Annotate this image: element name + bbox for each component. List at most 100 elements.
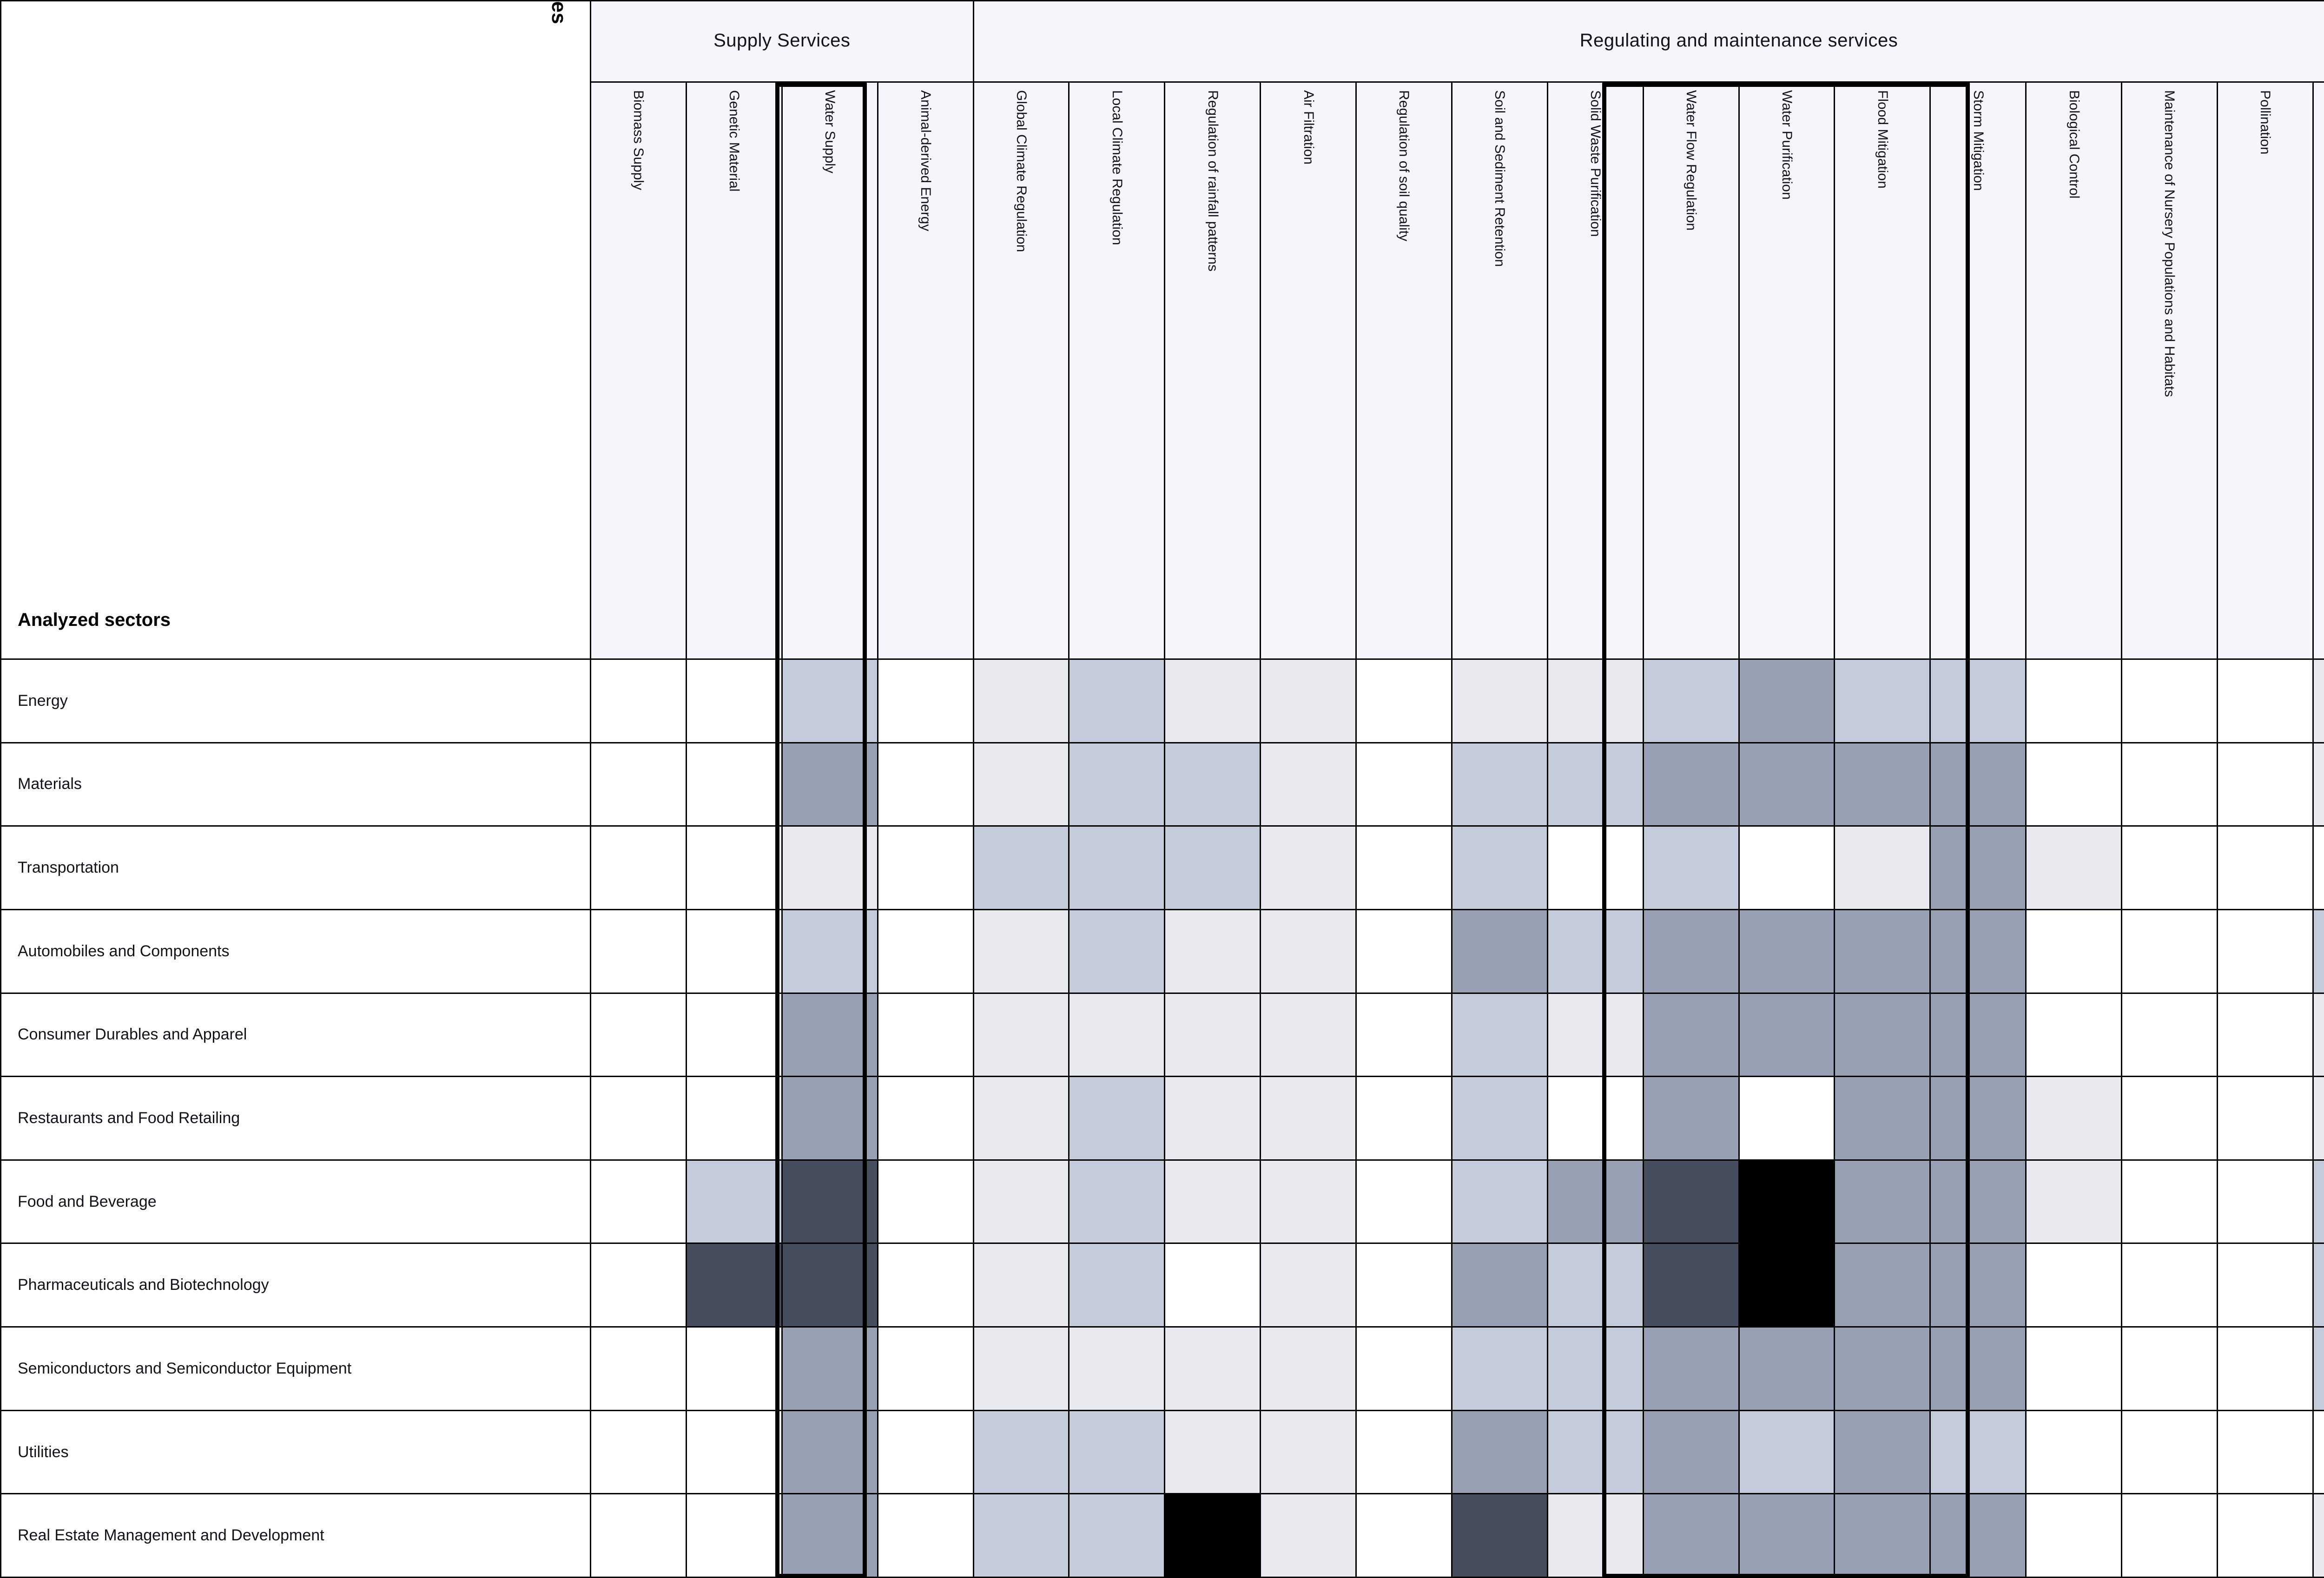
heatmap-cell [1261, 1494, 1357, 1578]
heatmap-cell [782, 827, 878, 910]
heatmap-cell [2218, 1494, 2314, 1578]
column-header-6: Local Climate Regulation [1070, 83, 1166, 660]
heatmap-cell [878, 1244, 974, 1328]
heatmap-cell [1165, 1077, 1261, 1161]
heatmap-cell [2027, 1244, 2122, 1328]
column-header-9: Regulation of soil quality [1357, 83, 1452, 660]
column-header-label: Soil and Sediment Retention [1492, 90, 1508, 267]
heatmap-cell [1070, 1244, 1166, 1328]
heatmap-cell [1070, 1411, 1166, 1495]
row-label: Automobiles and Components [0, 910, 591, 994]
matrix-corner: Ecosystem Services Analyzed sectors [0, 0, 591, 660]
heatmap-cell [1452, 993, 1548, 1078]
heatmap-cell [2218, 1328, 2314, 1411]
heatmap-cell [2313, 1244, 2324, 1328]
heatmap-cell [2122, 1411, 2218, 1495]
heatmap-cell [2122, 993, 2218, 1078]
heatmap-cell [1548, 743, 1644, 827]
heatmap-cell [1165, 827, 1261, 910]
heatmap-cell [1165, 1160, 1261, 1244]
heatmap-cell [974, 1411, 1070, 1495]
heatmap-cell [2027, 1411, 2122, 1495]
heatmap-cell [591, 1160, 687, 1244]
heatmap-cell [1165, 1411, 1261, 1495]
heatmap-cell [2313, 1077, 2324, 1161]
heatmap-cell [2218, 1411, 2314, 1495]
heatmap-cell [1644, 910, 1740, 994]
heatmap-cell [1070, 910, 1166, 994]
heatmap-cell [687, 743, 783, 827]
heatmap-cell [1165, 910, 1261, 994]
heatmap-cell [974, 993, 1070, 1078]
row-label: Materials [0, 743, 591, 827]
heatmap-cell [2313, 1160, 2324, 1244]
heatmap-cell [1644, 1411, 1740, 1495]
column-header-10: Soil and Sediment Retention [1452, 83, 1548, 660]
heatmap-cell [1165, 1328, 1261, 1411]
heatmap-cell [1835, 1160, 1931, 1244]
column-header-2: Genetic Material [687, 83, 783, 660]
row-label: Pharmaceuticals and Biotechnology [0, 1244, 591, 1328]
heatmap-cell [878, 827, 974, 910]
heatmap-cell [1357, 993, 1452, 1078]
heatmap-cell [1739, 660, 1835, 743]
heatmap-cell [1931, 743, 2027, 827]
heatmap-cell [1835, 743, 1931, 827]
heatmap-cell [878, 1160, 974, 1244]
heatmap-cell [1835, 1328, 1931, 1411]
heatmap-cell [1261, 993, 1357, 1078]
column-header-label: Global Climate Regulation [1013, 90, 1029, 252]
heatmap-cell [2313, 1328, 2324, 1411]
heatmap-cell [2027, 660, 2122, 743]
heatmap-cell [1835, 1494, 1931, 1578]
heatmap-cell [2027, 993, 2122, 1078]
heatmap-cell [1357, 1244, 1452, 1328]
heatmap-cell [1165, 660, 1261, 743]
heatmap-cell [878, 743, 974, 827]
heatmap-cell [1835, 1244, 1931, 1328]
heatmap-cell [1739, 993, 1835, 1078]
heatmap-cell [2313, 910, 2324, 994]
heatmap-cell [1548, 1328, 1644, 1411]
heatmap-cell [782, 1160, 878, 1244]
heatmap-cell [1548, 1160, 1644, 1244]
heatmap-cell [1644, 660, 1740, 743]
heatmap-cell [591, 1411, 687, 1495]
heatmap-cell [1357, 1328, 1452, 1411]
heatmap-cell [591, 1077, 687, 1161]
heatmap-cell [1452, 743, 1548, 827]
heatmap-cell [1931, 1328, 2027, 1411]
heatmap-cell [1739, 1411, 1835, 1495]
column-header-label: Biological Control [2066, 90, 2082, 199]
heatmap-cell [1452, 827, 1548, 910]
heatmap-cell [1070, 743, 1166, 827]
column-header-15: Storm Mitigation [1931, 83, 2027, 660]
heatmap-cell [591, 827, 687, 910]
heatmap-cell [1452, 910, 1548, 994]
heatmap-cell [782, 1494, 878, 1578]
heatmap-cell [591, 660, 687, 743]
column-group-header: Supply Services [591, 0, 974, 83]
heatmap-cell [687, 827, 783, 910]
heatmap-cell [1739, 1328, 1835, 1411]
row-label: Utilities [0, 1411, 591, 1495]
heatmap-cell [1261, 827, 1357, 910]
row-label: Transportation [0, 827, 591, 910]
heatmap-cell [591, 910, 687, 994]
heatmap-cell [2313, 660, 2324, 743]
heatmap-cell [1548, 910, 1644, 994]
heatmap-cell [878, 993, 974, 1078]
column-header-label: Pollination [2258, 90, 2273, 155]
row-label: Consumer Durables and Apparel [0, 993, 591, 1078]
heatmap-cell [1357, 1411, 1452, 1495]
heatmap-cell [782, 660, 878, 743]
heatmap-cell [687, 1411, 783, 1495]
row-label: Semiconductors and Semiconductor Equipme… [0, 1328, 591, 1411]
column-header-16: Biological Control [2027, 83, 2122, 660]
heatmap-cell [782, 743, 878, 827]
column-header-label: Water Purification [1779, 90, 1795, 200]
column-header-4: Animal-derived Energy [878, 83, 974, 660]
heatmap-cell [1452, 1494, 1548, 1578]
heatmap-cell [1644, 743, 1740, 827]
